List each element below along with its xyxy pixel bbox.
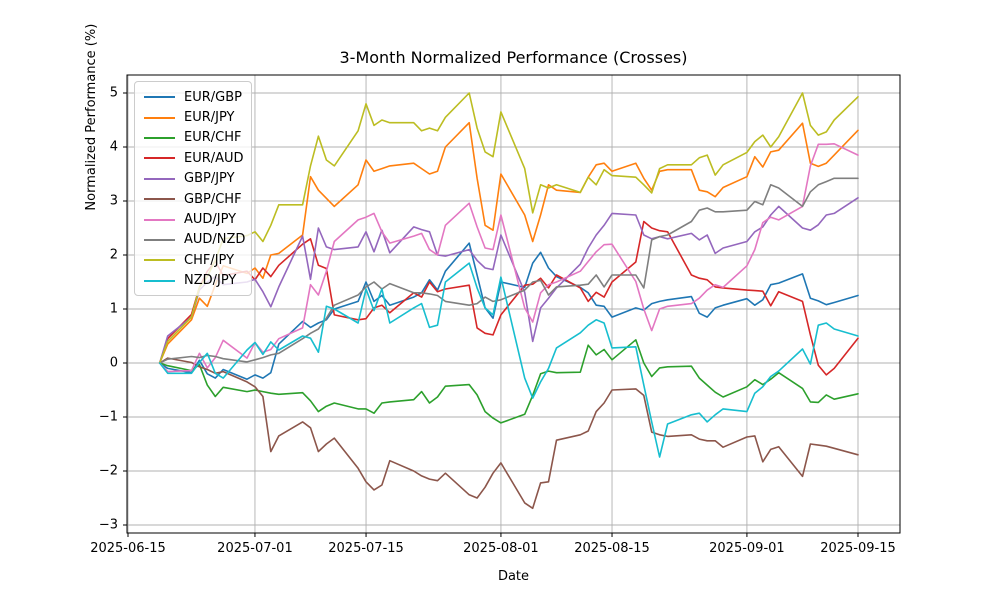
y-tick-label: 5 (109, 85, 118, 101)
y-tick-label: −3 (98, 517, 118, 533)
legend-item-nzd-jpy: NZD/JPY (135, 271, 251, 291)
legend-item-eur-jpy: EUR/JPY (135, 107, 251, 127)
series-line-gbp-jpy (158, 197, 859, 364)
series-line-nzd-jpy (158, 262, 859, 458)
legend-label: AUD/JPY (184, 212, 237, 228)
legend-swatch-icon (144, 136, 175, 139)
legend-label: NZD/JPY (184, 273, 237, 289)
y-tick-label: −2 (98, 463, 118, 479)
y-tick-label: 1 (109, 301, 118, 317)
legend: EUR/GBP EUR/JPY EUR/CHF EUR/AUD GBP/JPY GBP/C… (134, 81, 252, 296)
legend-swatch-icon (144, 157, 175, 160)
legend-label: AUD/NZD (184, 232, 246, 248)
legend-label: EUR/AUD (184, 150, 244, 166)
series-line-eur-aud (158, 220, 859, 376)
series-line-aud-nzd (158, 177, 859, 364)
legend-swatch-icon (144, 218, 175, 221)
legend-item-eur-gbp: EUR/GBP (135, 87, 251, 107)
y-tick-label: 0 (109, 355, 118, 371)
series-line-chf-jpy (158, 92, 859, 364)
y-axis-label-text: Normalized Performance (%) (84, 23, 99, 211)
legend-swatch-icon (144, 238, 175, 241)
legend-label: EUR/CHF (184, 130, 242, 146)
x-tick-label: 2025-09-15 (820, 541, 896, 556)
legend-label: GBP/JPY (184, 171, 235, 187)
series-line-eur-chf (158, 338, 859, 424)
x-tick-label: 2025-06-15 (90, 541, 166, 556)
y-tick-label: −1 (98, 409, 118, 425)
axes-spines (126, 74, 901, 534)
x-tick-label: 2025-07-15 (328, 541, 404, 556)
legend-swatch-icon (144, 116, 175, 119)
legend-label: EUR/JPY (184, 110, 235, 126)
legend-item-eur-aud: EUR/AUD (135, 148, 251, 168)
legend-item-aud-jpy: AUD/JPY (135, 209, 251, 229)
legend-swatch-icon (144, 279, 175, 282)
series-line-eur-gbp (158, 242, 859, 381)
series-line-eur-jpy (158, 121, 859, 364)
legend-item-aud-nzd: AUD/NZD (135, 230, 251, 250)
x-axis-label: Date (497, 569, 530, 584)
series-line-aud-jpy (158, 143, 859, 373)
legend-label: CHF/JPY (184, 252, 235, 268)
legend-item-chf-jpy: CHF/JPY (135, 250, 251, 270)
legend-swatch-icon (144, 96, 175, 99)
y-tick-label: 3 (109, 193, 118, 209)
y-tick-label: 4 (109, 139, 118, 155)
legend-swatch-icon (144, 177, 175, 180)
x-tick-label: 2025-09-01 (709, 541, 785, 556)
legend-swatch-icon (144, 198, 175, 201)
chart-title: 3-Month Normalized Performance (Crosses) (339, 48, 688, 67)
x-tick-label: 2025-07-01 (217, 541, 293, 556)
legend-label: GBP/CHF (184, 191, 242, 207)
x-tick-label: 2025-08-15 (574, 541, 650, 556)
legend-item-eur-chf: EUR/CHF (135, 128, 251, 148)
legend-swatch-icon (144, 259, 175, 262)
x-tick-label: 2025-08-01 (463, 541, 539, 556)
series-line-gbp-chf (158, 357, 859, 510)
legend-item-gbp-jpy: GBP/JPY (135, 169, 251, 189)
legend-item-gbp-chf: GBP/CHF (135, 189, 251, 209)
y-tick-label: 2 (109, 247, 118, 263)
legend-label: EUR/GBP (184, 89, 242, 105)
